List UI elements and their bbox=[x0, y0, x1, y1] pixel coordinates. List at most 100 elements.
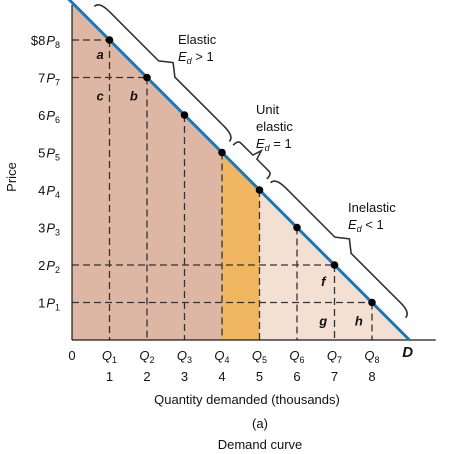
chart-title: Demand curve bbox=[218, 437, 303, 452]
y-axis-title: Price bbox=[4, 162, 19, 192]
y-tick-symbol: P bbox=[46, 33, 55, 48]
annotation-2-line-1: Ed < 1 bbox=[348, 217, 384, 234]
unit-elastic-region bbox=[222, 152, 260, 340]
y-tick-label-1: 1P1 bbox=[38, 296, 60, 313]
y-tick-label-3: 3P3 bbox=[38, 221, 60, 238]
x-tick-number-8: 8 bbox=[368, 369, 375, 384]
x-tick-label-q8: Q8 bbox=[364, 348, 379, 365]
x-tick-symbol: Q bbox=[214, 348, 224, 363]
x-axis-title: Quantity demanded (thousands) bbox=[154, 392, 340, 407]
curve-label-d: D bbox=[402, 344, 413, 361]
point-q4 bbox=[218, 148, 226, 157]
x-tick-subscript: 8 bbox=[375, 355, 380, 365]
y-tick-subscript: 6 bbox=[55, 115, 60, 125]
area-label-f: f bbox=[321, 274, 327, 289]
y-tick-subscript: 3 bbox=[55, 228, 60, 238]
elastic-brace bbox=[93, 4, 232, 142]
y-tick-value: 5 bbox=[38, 146, 45, 161]
demand-line bbox=[67, 0, 411, 342]
x-tick-subscript: 1 bbox=[112, 355, 117, 365]
y-tick-symbol: P bbox=[46, 221, 55, 236]
x-tick-symbol: Q bbox=[139, 348, 149, 363]
x-tick-symbol: Q bbox=[364, 348, 374, 363]
y-tick-subscript: 1 bbox=[55, 303, 60, 313]
y-tick-symbol: P bbox=[46, 258, 55, 273]
axes bbox=[71, 5, 436, 341]
point-q5 bbox=[255, 186, 264, 194]
x-tick-label-q6: Q6 bbox=[289, 348, 304, 365]
annotation-0-line-1: Ed > 1 bbox=[178, 49, 214, 66]
inelastic-brace bbox=[270, 180, 408, 319]
y-tick-label-4: 4P4 bbox=[38, 183, 60, 200]
x-origin-label: 0 bbox=[68, 348, 75, 363]
point-q6 bbox=[293, 223, 301, 232]
y-tick-subscript: 7 bbox=[55, 78, 60, 88]
elasticity-value: > 1 bbox=[192, 49, 214, 64]
annotation-1-line-1: elastic bbox=[256, 119, 293, 134]
x-tick-subscript: 4 bbox=[225, 355, 230, 365]
x-tick-label-q1: Q1 bbox=[102, 348, 117, 365]
area-label-c: c bbox=[97, 88, 105, 103]
elasticity-symbol: E bbox=[348, 217, 357, 232]
elasticity-symbol: E bbox=[256, 136, 265, 151]
elasticity-subscript: d bbox=[357, 224, 363, 234]
elasticity-value: < 1 bbox=[362, 217, 384, 232]
x-tick-subscript: 3 bbox=[187, 355, 192, 365]
panel-label: (a) bbox=[252, 416, 268, 431]
area-label-a: a bbox=[97, 47, 104, 62]
area-label-g: g bbox=[318, 313, 327, 328]
elasticity-subscript: d bbox=[187, 56, 193, 66]
x-tick-number-3: 3 bbox=[181, 369, 188, 384]
point-q8 bbox=[368, 298, 376, 307]
data-points bbox=[105, 36, 376, 307]
unit-elastic-brace bbox=[232, 141, 271, 180]
x-tick-label-q3: Q3 bbox=[177, 348, 192, 365]
y-tick-value: 6 bbox=[38, 108, 45, 123]
point-q2 bbox=[143, 73, 151, 82]
elasticity-subscript: d bbox=[265, 143, 271, 153]
y-tick-symbol: P bbox=[46, 108, 55, 123]
demand-curve bbox=[67, 0, 411, 342]
area-label-b: b bbox=[130, 88, 138, 103]
y-tick-subscript: 8 bbox=[55, 40, 60, 50]
area-label-h: h bbox=[355, 313, 363, 328]
x-tick-symbol: Q bbox=[252, 348, 262, 363]
x-tick-number-7: 7 bbox=[331, 369, 338, 384]
x-tick-symbol: Q bbox=[289, 348, 299, 363]
y-tick-subscript: 4 bbox=[55, 190, 60, 200]
x-tick-number-4: 4 bbox=[218, 369, 225, 384]
x-tick-number-5: 5 bbox=[256, 369, 263, 384]
x-tick-label-q2: Q2 bbox=[139, 348, 154, 365]
point-q7 bbox=[330, 261, 339, 269]
elasticity-braces bbox=[93, 4, 408, 319]
annotation-1-line-2: Ed = 1 bbox=[256, 136, 292, 153]
y-tick-symbol: P bbox=[46, 146, 55, 161]
y-tick-symbol: P bbox=[46, 183, 55, 198]
y-tick-symbol: P bbox=[46, 296, 55, 311]
y-tick-label-6: 6P6 bbox=[38, 108, 60, 125]
x-tick-symbol: Q bbox=[327, 348, 337, 363]
x-tick-number-2: 2 bbox=[143, 369, 150, 384]
y-tick-value: 1 bbox=[38, 296, 45, 311]
elasticity-symbol: E bbox=[178, 49, 187, 64]
y-tick-label-8: $8P8 bbox=[31, 33, 60, 50]
x-tick-subscript: 7 bbox=[337, 355, 342, 365]
annotation-2-line-0: Inelastic bbox=[348, 200, 396, 215]
point-q3 bbox=[180, 111, 189, 119]
x-tick-symbol: Q bbox=[177, 348, 187, 363]
annotation-0-line-0: Elastic bbox=[178, 32, 217, 47]
y-tick-symbol: P bbox=[46, 71, 55, 86]
x-tick-label-q5: Q5 bbox=[252, 348, 267, 365]
y-tick-label-7: 7P7 bbox=[38, 71, 60, 88]
x-tick-label-q4: Q4 bbox=[214, 348, 229, 365]
dashed-guides bbox=[72, 39, 373, 340]
x-tick-subscript: 6 bbox=[300, 355, 305, 365]
x-tick-symbol: Q bbox=[102, 348, 112, 363]
y-tick-subscript: 2 bbox=[55, 265, 60, 275]
elasticity-value: = 1 bbox=[270, 136, 292, 151]
y-tick-value: 7 bbox=[38, 71, 45, 86]
x-tick-subscript: 2 bbox=[150, 355, 155, 365]
x-tick-subscript: 5 bbox=[262, 355, 267, 365]
point-q1 bbox=[105, 36, 114, 44]
